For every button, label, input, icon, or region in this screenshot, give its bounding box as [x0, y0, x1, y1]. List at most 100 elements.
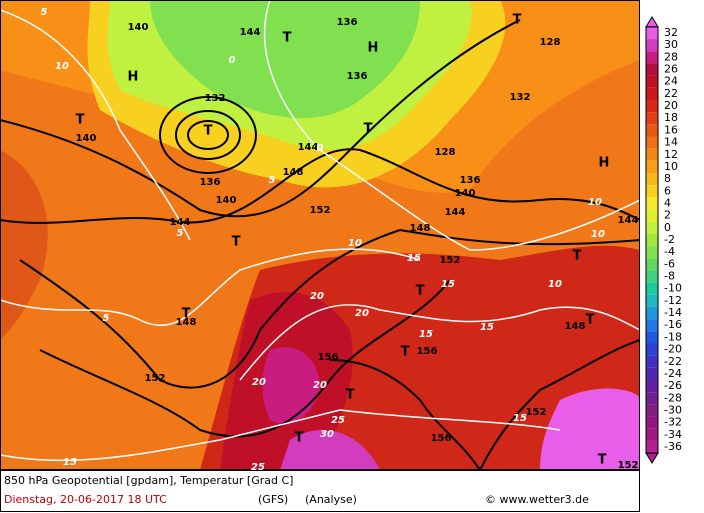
colorbar-swatch	[646, 209, 658, 222]
isotherm-label: 15	[441, 279, 455, 290]
colorbar-swatch	[646, 306, 658, 320]
colorbar-label: -16	[664, 318, 682, 331]
colorbar-swatch	[646, 160, 658, 174]
colorbar-arrow-bottom	[645, 452, 659, 465]
contour-label: 140	[216, 195, 237, 206]
colorbar-swatch	[646, 173, 658, 186]
pressure-center: T	[573, 249, 582, 264]
colorbar-label: -26	[664, 379, 682, 392]
colorbar-label: -34	[664, 428, 682, 441]
colorbar-swatch	[646, 26, 658, 40]
isotherm-label: 5	[269, 175, 276, 186]
colorbar-label: 32	[664, 26, 678, 39]
pressure-center: T	[204, 124, 213, 139]
caption-line: 850 hPa Geopotential [gpdam], Temperatur…	[4, 474, 293, 487]
caption-credit: © www.wetter3.de	[485, 493, 589, 506]
contour-label: 148	[176, 317, 197, 328]
pressure-center: H	[368, 41, 379, 56]
pressure-center: H	[128, 70, 139, 85]
colorbar-label: -6	[664, 257, 675, 270]
isotherm-label: 20	[313, 380, 327, 391]
colorbar-label: 8	[664, 172, 671, 185]
colorbar-label: 22	[664, 87, 678, 100]
colorbar-label: 28	[664, 50, 678, 63]
colorbar-swatch	[646, 428, 658, 441]
map-frame	[0, 0, 640, 470]
colorbar-swatch	[646, 221, 658, 234]
contour-label: 152	[310, 205, 331, 216]
colorbar-label: -20	[664, 343, 682, 356]
colorbar-label: -10	[664, 282, 682, 295]
colorbar-swatch	[646, 282, 658, 295]
contour-label: 148	[410, 223, 431, 234]
colorbar-label: 4	[664, 196, 671, 209]
isotherm-label: 20	[355, 308, 369, 319]
contour-label: 132	[205, 93, 226, 104]
colorbar-swatch	[646, 319, 658, 332]
isotherm-label: 5	[41, 7, 48, 18]
contour-label: 152	[526, 407, 547, 418]
colorbar-swatch	[646, 331, 658, 344]
contour-label: 144	[445, 207, 466, 218]
colorbar-swatch	[646, 258, 658, 271]
pressure-center: T	[295, 431, 304, 446]
colorbar-label: 16	[664, 123, 678, 136]
isotherm-label: 15	[63, 457, 77, 468]
pressure-center: T	[232, 235, 241, 250]
colorbar-swatch	[646, 416, 658, 429]
contour-label: 128	[435, 147, 456, 158]
isotherm-label: 10	[548, 279, 562, 290]
isotherm-label: 0	[229, 55, 236, 66]
pressure-center: T	[364, 122, 373, 137]
pressure-center: T	[401, 345, 410, 360]
contour-label: 156	[318, 352, 339, 363]
colorbar-label: -8	[664, 270, 675, 283]
contour-label: 156	[431, 433, 452, 444]
pressure-center: T	[76, 113, 85, 128]
colorbar-label: 24	[664, 75, 678, 88]
colorbar-label: -24	[664, 367, 682, 380]
colorbar-swatch	[646, 51, 658, 64]
caption-run: (Analyse)	[305, 493, 357, 506]
isotherm-label: 5	[177, 228, 184, 239]
colorbar-label: -4	[664, 245, 675, 258]
colorbar-label: 10	[664, 160, 678, 173]
colorbar-arrow-top	[645, 15, 659, 28]
colorbar-swatch	[646, 355, 658, 368]
colorbar-label: 20	[664, 99, 678, 112]
colorbar-frame	[645, 26, 659, 454]
contour-label: 136	[460, 175, 481, 186]
colorbar-swatch	[646, 367, 658, 381]
caption-model: (GFS)	[258, 493, 288, 506]
contour-label: 140	[455, 188, 476, 199]
contour-label: 136	[200, 177, 221, 188]
isotherm-label: 15	[419, 329, 433, 340]
contour-label: 144	[298, 142, 319, 153]
isotherm-label: 15	[513, 413, 527, 424]
contour-label: 144	[240, 27, 261, 38]
pressure-center: T	[416, 284, 425, 299]
colorbar-swatch	[646, 112, 658, 125]
colorbar-label: -2	[664, 233, 675, 246]
contour-label: 152	[440, 255, 461, 266]
colorbar-label: 0	[664, 221, 671, 234]
caption-date: Dienstag, 20-06-2017 18 UTC	[4, 493, 167, 506]
colorbar-swatch	[646, 148, 658, 161]
isotherm-label: 15	[407, 253, 421, 264]
map-labels: 144 144 144 144 144 140 140 140 140 136 136 136 136 1…	[41, 7, 639, 473]
colorbar-swatch	[646, 87, 658, 100]
contour-label: 144	[618, 215, 639, 226]
colorbar-swatch	[646, 39, 658, 52]
colorbar-swatch	[646, 233, 658, 247]
contour-label: 136	[337, 17, 358, 28]
isotherm-label: 15	[480, 322, 494, 333]
isotherm-label: 25	[331, 415, 345, 426]
colorbar-label: -18	[664, 330, 682, 343]
map	[0, 0, 640, 470]
colorbar-label: -14	[664, 306, 682, 319]
isotherm-label: 20	[252, 377, 266, 388]
colorbar-swatch	[646, 380, 658, 393]
colorbar-swatch	[646, 404, 658, 417]
contour-label: 132	[510, 92, 531, 103]
contour-label: 156	[417, 346, 438, 357]
